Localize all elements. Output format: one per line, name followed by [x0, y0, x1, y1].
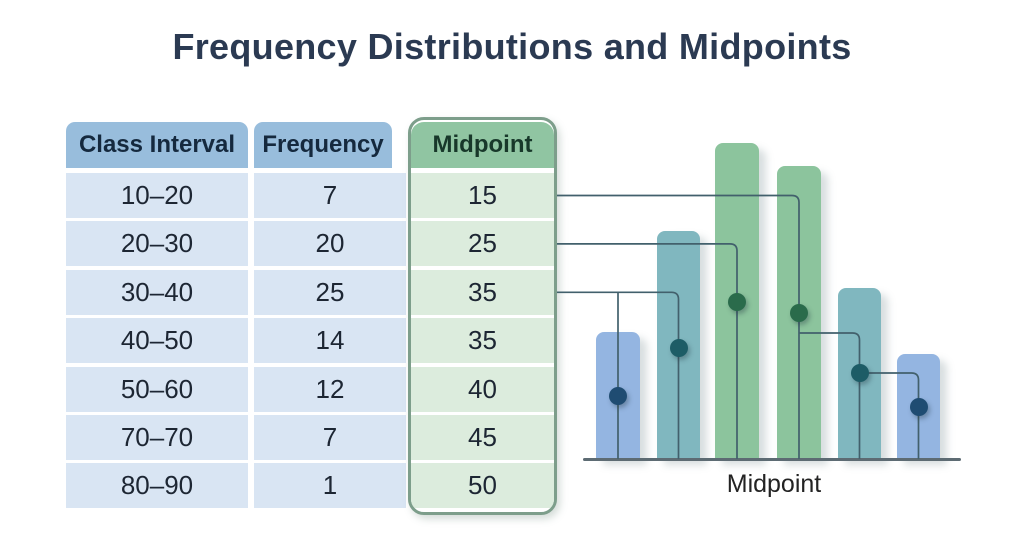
- table-cell-midpoint: 45: [411, 414, 554, 460]
- header-midpoint: Midpoint: [411, 122, 554, 168]
- table-cell-midpoint: 35: [411, 269, 554, 315]
- class-interval-cells: 10–20 20–30 30–40 40–50 50–60 70–70 80–90: [66, 173, 248, 509]
- column-class-interval: Class Interval 10–20 20–30 30–40 40–50 50–60…: [66, 122, 248, 509]
- table-cell-midpoint: 40: [411, 366, 554, 412]
- table-cell-frequency: 20: [254, 221, 406, 267]
- header-class-interval: Class Interval: [66, 122, 248, 168]
- midpoint-cells: 15 25 35 35 40 45 50: [411, 173, 554, 509]
- table-cell-midpoint: 25: [411, 221, 554, 267]
- table-cell-interval: 50–60: [66, 366, 248, 412]
- table-cell-frequency: 12: [254, 366, 406, 412]
- table-cell-frequency: 25: [254, 269, 406, 315]
- table-cell-interval: 30–40: [66, 269, 248, 315]
- column-frequency: Frequency 7 20 25 14 12 7 1: [254, 122, 406, 509]
- frequency-table: Class Interval 10–20 20–30 30–40 40–50 50–60…: [66, 117, 560, 515]
- table-cell-interval: 40–50: [66, 318, 248, 364]
- midpoint-dot-2: [669, 339, 688, 357]
- midpoint-dot-5: [850, 364, 869, 382]
- header-frequency: Frequency: [254, 122, 392, 168]
- table-cell-frequency: 7: [254, 173, 406, 218]
- table-cell-frequency: 14: [254, 318, 406, 364]
- midpoint-dot-6: [909, 398, 928, 416]
- table-cell-midpoint: 50: [411, 463, 554, 509]
- table-cell-midpoint: 35: [411, 318, 554, 364]
- x-axis-line: [583, 457, 961, 461]
- x-axis-label: Midpoint: [726, 470, 822, 498]
- midpoint-column-box: Midpoint 15 25 35 35 40 45 50: [408, 117, 557, 515]
- table-cell-frequency: 7: [254, 414, 406, 460]
- midpoint-dot-4: [790, 304, 808, 322]
- midpoint-dot-3: [728, 293, 746, 311]
- frequency-cells: 7 20 25 14 12 7 1: [254, 173, 406, 509]
- page-title: Frequency Distributions and Midpoints: [172, 26, 852, 67]
- table-cell-midpoint: 15: [411, 173, 554, 218]
- table-cell-interval: 80–90: [66, 463, 248, 509]
- table-cell-frequency: 1: [254, 463, 406, 509]
- table-cell-interval: 20–30: [66, 221, 248, 267]
- table-cell-interval: 10–20: [66, 173, 248, 218]
- midpoint-dot-1: [609, 387, 627, 405]
- table-cell-interval: 70–70: [66, 414, 248, 460]
